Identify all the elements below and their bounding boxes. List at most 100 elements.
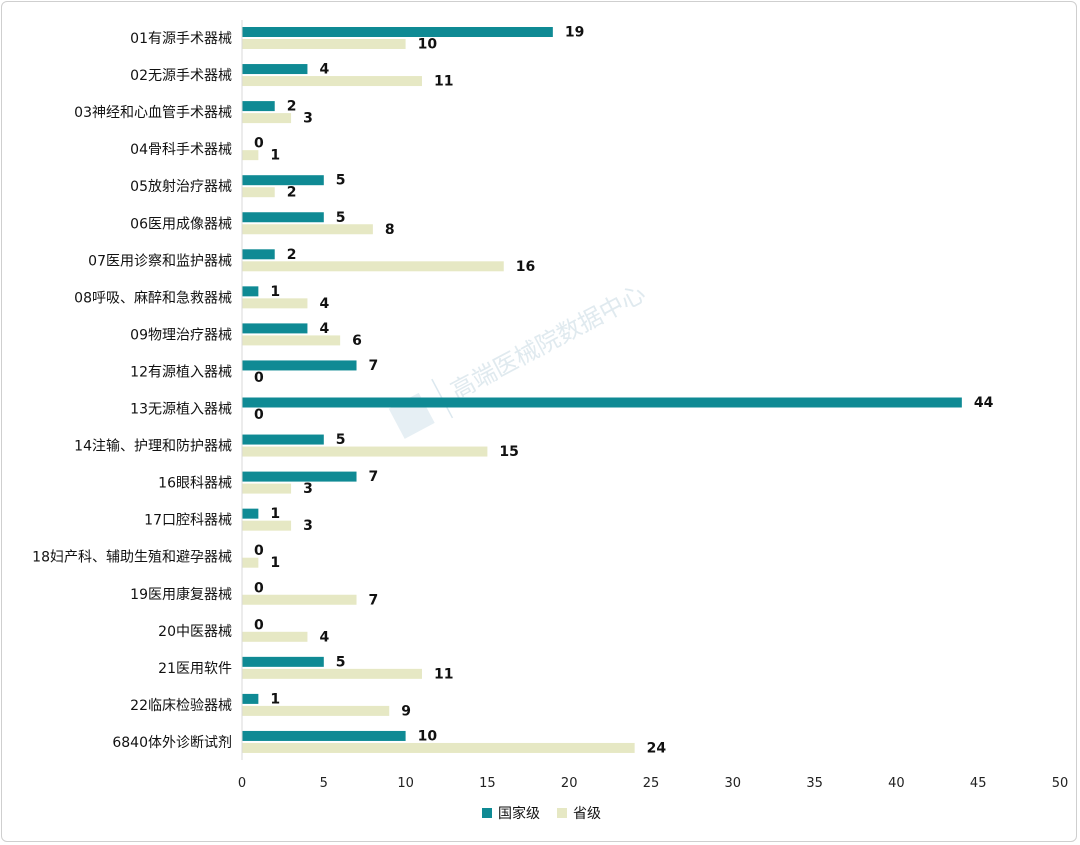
watermark-text: 高端医械院数据中心 [446, 279, 650, 405]
data-label: 10 [418, 728, 438, 744]
data-label: 2 [287, 247, 297, 263]
category-label: 07医用诊察和监护器械 [88, 252, 232, 269]
bar-national [242, 64, 308, 75]
data-label: 7 [369, 592, 379, 608]
legend-label: 国家级 [498, 805, 540, 822]
data-label: 15 [499, 444, 518, 460]
bar-national [242, 508, 259, 519]
bar-provincial [242, 39, 406, 49]
bar-provincial [242, 742, 635, 753]
x-tick-label: 35 [806, 776, 823, 791]
data-label: 7 [369, 469, 379, 485]
data-label: 0 [254, 580, 264, 596]
bar-national [242, 693, 259, 704]
data-label: 3 [303, 518, 313, 534]
data-label: 1 [270, 148, 280, 164]
bar-provincial [242, 631, 308, 642]
bar-national [242, 323, 308, 334]
bar-provincial [242, 113, 292, 124]
bar-provincial [242, 520, 292, 531]
data-label: 9 [401, 703, 411, 719]
category-label: 12有源植入器械 [130, 364, 232, 380]
bar-national [242, 101, 275, 112]
x-tick-label: 45 [970, 776, 987, 791]
category-label: 04骨科手术器械 [130, 142, 232, 158]
data-label: 44 [974, 395, 994, 411]
x-axis: 0 5 10 15 20 25 30 35 40 45 50 [238, 20, 1068, 791]
category-label: 02无源手术器械 [130, 68, 232, 84]
data-label: 11 [434, 74, 453, 90]
category-label: 16眼科器械 [158, 476, 232, 492]
category-label: 17口腔科器械 [144, 513, 232, 529]
data-label: 1 [270, 555, 280, 571]
category-label: 20中医器械 [158, 624, 232, 640]
category-label: 05放射治疗器械 [130, 179, 232, 195]
data-label: 0 [254, 370, 264, 386]
data-label: 2 [287, 185, 297, 201]
category-label: 19医用康复器械 [130, 586, 232, 603]
category-label: 21医用软件 [158, 661, 232, 677]
bar-national [242, 360, 357, 371]
data-label: 8 [385, 222, 395, 238]
legend-swatch-provincial [557, 808, 567, 818]
data-label: 0 [254, 617, 264, 633]
category-label: 22临床检验器械 [130, 698, 232, 714]
data-label: 0 [254, 407, 264, 423]
data-label: 10 [418, 37, 438, 53]
bar-provincial [242, 187, 275, 198]
data-label: 3 [303, 111, 313, 127]
bar-provincial [242, 668, 422, 679]
category-label: 6840体外诊断试剂 [112, 735, 232, 751]
category-label: 18妇产科、辅助生殖和避孕器械 [32, 549, 232, 566]
x-tick-label: 5 [320, 776, 328, 791]
data-label: 4 [319, 62, 329, 78]
data-label: 1 [270, 506, 280, 522]
data-label: 4 [319, 321, 329, 337]
data-label: 11 [434, 666, 453, 682]
data-label: 19 [565, 25, 584, 41]
x-tick-label: 0 [238, 776, 246, 791]
bar-national [242, 730, 406, 741]
category-label: 08呼吸、麻醉和急救器械 [74, 290, 232, 306]
data-label: 24 [647, 740, 667, 756]
bar-national [242, 212, 324, 223]
data-label: 0 [254, 543, 264, 559]
legend-label: 省级 [573, 806, 601, 822]
data-label: 0 [254, 136, 264, 152]
x-tick-label: 40 [888, 776, 905, 791]
category-label: 01有源手术器械 [130, 31, 232, 47]
data-label: 16 [516, 259, 535, 275]
category-label: 09物理治疗器械 [130, 327, 232, 343]
bar-provincial [242, 557, 259, 568]
bar-provincial [242, 705, 390, 716]
data-label: 2 [287, 99, 297, 115]
bar-provincial [242, 446, 488, 457]
data-label: 5 [336, 210, 346, 226]
bar-provincial [242, 224, 373, 235]
bar-provincial [242, 335, 341, 346]
data-label: 5 [336, 654, 346, 670]
bars-layer [242, 27, 962, 753]
data-label: 7 [369, 358, 379, 374]
x-tick-label: 15 [479, 776, 496, 791]
bar-national [242, 286, 259, 297]
data-label: 4 [319, 629, 329, 645]
category-label: 13无源植入器械 [130, 402, 232, 418]
bar-national [242, 175, 324, 186]
bar-provincial [242, 150, 259, 161]
bar-national [242, 656, 324, 667]
bar-provincial [242, 261, 504, 272]
bar-provincial [242, 76, 422, 87]
x-tick-label: 25 [643, 776, 660, 791]
x-tick-label: 30 [725, 776, 742, 791]
category-label: 06医用成像器械 [130, 216, 232, 232]
bar-provincial [242, 298, 308, 309]
bar-national [242, 471, 357, 482]
data-label: 1 [270, 691, 280, 707]
x-tick-label: 10 [397, 776, 414, 791]
bar-national [242, 27, 553, 37]
legend: 国家级 省级 [482, 805, 601, 822]
x-tick-label: 50 [1052, 776, 1069, 791]
bar-national [242, 434, 324, 445]
